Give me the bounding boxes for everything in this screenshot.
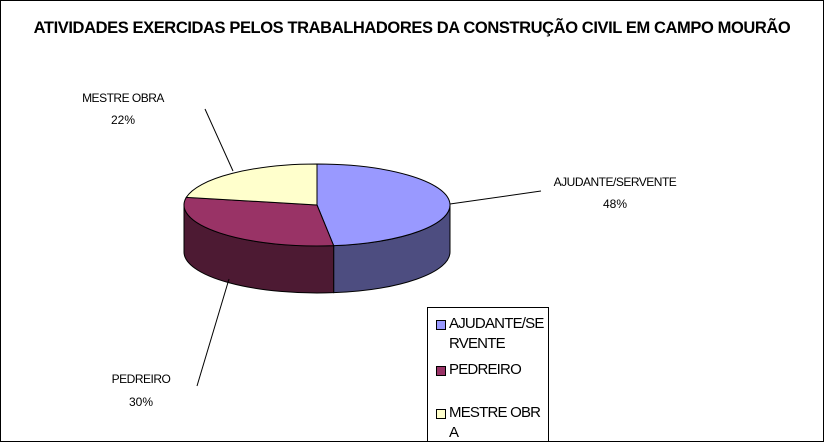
leader-line	[196, 278, 230, 387]
legend-label: PEDREIRO	[449, 361, 522, 378]
leader-line	[204, 108, 234, 172]
legend-item: MESTRE OBRA	[436, 403, 548, 441]
leader-line	[449, 190, 542, 205]
legend-label: AJUDANTE/SERVENTE	[449, 315, 544, 352]
legend-item: PEDREIRO	[436, 360, 548, 380]
data-label: 22%	[111, 113, 135, 127]
data-label-category: MESTRE OBRA	[82, 91, 164, 105]
legend: AJUDANTE/SERVENTE PEDREIRO MESTRE OBRA	[427, 307, 549, 441]
pie-slice	[316, 163, 451, 247]
legend-swatch	[436, 409, 446, 419]
legend-item: AJUDANTE/SERVENTE	[436, 314, 548, 354]
legend-label: MESTRE OBRA	[449, 404, 541, 441]
data-label-category: AJUDANTE/SERVENTE	[554, 175, 677, 189]
pie-slice	[185, 163, 318, 206]
data-label: 48%	[603, 197, 627, 211]
data-label-category: PEDREIRO	[112, 372, 171, 386]
legend-swatch	[436, 320, 446, 330]
data-label: 30%	[129, 395, 153, 409]
pie-slice	[183, 196, 335, 247]
chart-title: ATIVIDADES EXERCIDAS PELOS TRABALHADORES…	[33, 19, 791, 37]
legend-swatch	[436, 366, 446, 376]
